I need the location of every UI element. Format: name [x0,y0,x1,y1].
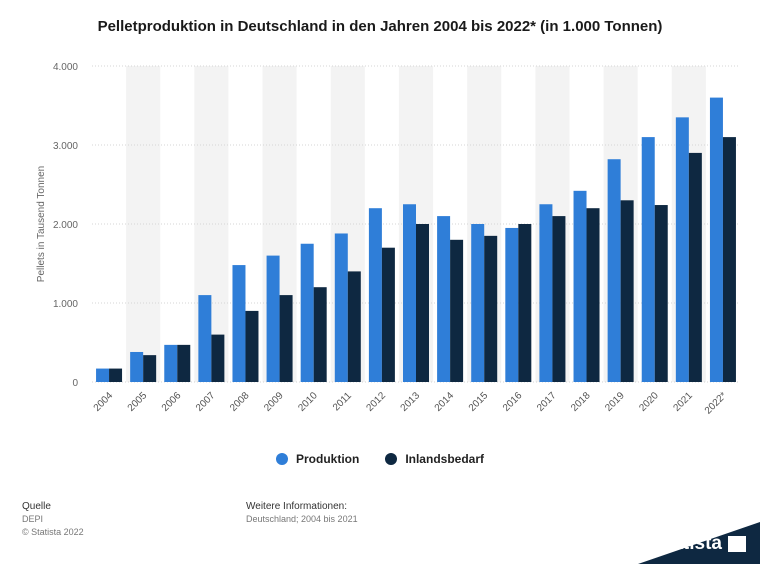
x-tick-label: 2015 [467,390,491,414]
bar-produktion [130,351,144,382]
bar-inlandsbedarf [109,368,123,382]
chart-title: Pelletproduktion in Deutschland in den J… [97,18,663,35]
x-tick-label: 2012 [365,390,389,414]
bar-inlandsbedarf [586,208,600,382]
x-tick-label: 2020 [637,390,661,414]
legend-label-produktion: Produktion [295,452,360,466]
bar-produktion [300,243,314,382]
bar-inlandsbedarf [552,216,566,382]
statista-flag-icon [728,536,746,552]
legend: Produktion Inlandsbedarf [0,452,760,466]
copyright: © Statista 2022 [22,527,84,537]
bar-inlandsbedarf [416,224,429,382]
y-tick-label: 0 [72,378,78,389]
bar-produktion [232,265,246,382]
bar-produktion [573,190,587,382]
x-tick-label: 2021 [671,390,695,414]
source-block: Quelle DEPI © Statista 2022 [22,500,84,539]
x-tick-label: 2016 [501,390,525,414]
bar-inlandsbedarf [279,295,293,382]
bar-inlandsbedarf [143,355,157,382]
bar-inlandsbedarf [722,137,736,382]
bar-inlandsbedarf [245,310,259,382]
legend-dot-inlandsbedarf [385,453,398,465]
bar-produktion [709,97,723,382]
x-tick-label: 2019 [603,390,627,414]
bar-produktion [198,295,212,382]
y-tick-label: 1.000 [53,299,78,310]
info-text: Deutschland; 2004 bis 2021 [246,514,358,524]
x-tick-label: 2011 [331,390,354,413]
bar-produktion [266,255,280,382]
brand-name: statista [655,533,722,554]
legend-item-inlandsbedarf[interactable]: Inlandsbedarf [385,452,484,466]
bar-inlandsbedarf [654,205,668,382]
bar-produktion [641,137,655,382]
bar-inlandsbedarf [347,271,361,382]
brand-background [638,522,760,564]
bar-produktion [505,227,519,382]
bar-produktion [368,208,382,382]
x-tick-label: 2008 [228,390,252,414]
bar-inlandsbedarf [620,200,634,382]
bar-inlandsbedarf [177,344,191,382]
x-tick-label: 2014 [433,390,457,414]
bar-produktion [164,344,178,382]
bar-produktion [471,224,485,382]
statista-logo[interactable]: statista [610,522,760,564]
bar-produktion [539,204,553,382]
info-heading: Weitere Informationen: [246,501,347,512]
bar-produktion [437,216,451,382]
legend-item-produktion[interactable]: Produktion [275,452,360,466]
source-name[interactable]: DEPI [22,514,44,524]
bar-inlandsbedarf [688,152,702,382]
bar-inlandsbedarf [313,287,327,382]
x-tick-label: 2018 [569,390,593,414]
bar-chart: 0 1.000 2.000 3.000 4.000 Pellets in Tausend … [36,62,740,417]
bar-inlandsbedarf [450,239,464,382]
bar-produktion [96,368,110,382]
legend-dot-produktion [275,453,288,465]
bar-produktion [675,117,689,382]
info-block: Weitere Informationen: Deutschland; 2004… [246,500,358,526]
x-tick-label: 2006 [160,390,184,414]
y-tick-label: 2.000 [53,220,78,231]
legend-label-inlandsbedarf: Inlandsbedarf [405,452,484,466]
bar-inlandsbedarf [381,247,395,382]
bar-produktion [403,204,416,382]
x-tick-label: 2010 [296,390,320,414]
source-heading: Quelle [22,501,51,512]
y-tick-label: 3.000 [53,141,78,152]
bar-produktion [607,159,621,382]
bar-inlandsbedarf [211,334,225,382]
bar-inlandsbedarf [484,235,498,382]
x-tick-label: 2013 [399,390,423,414]
x-tick-label: 2005 [126,390,150,414]
x-tick-label: 2007 [194,390,218,414]
x-tick-label: 2017 [535,390,559,414]
bar-inlandsbedarf [518,224,532,382]
x-tick-label: 2004 [92,390,116,414]
y-axis-title: Pellets in Tausend Tonnen [36,166,47,282]
x-tick-label: 2009 [262,390,286,414]
y-tick-label: 4.000 [53,62,78,73]
bar-produktion [334,233,348,382]
x-tick-label: 2022* [703,390,729,416]
